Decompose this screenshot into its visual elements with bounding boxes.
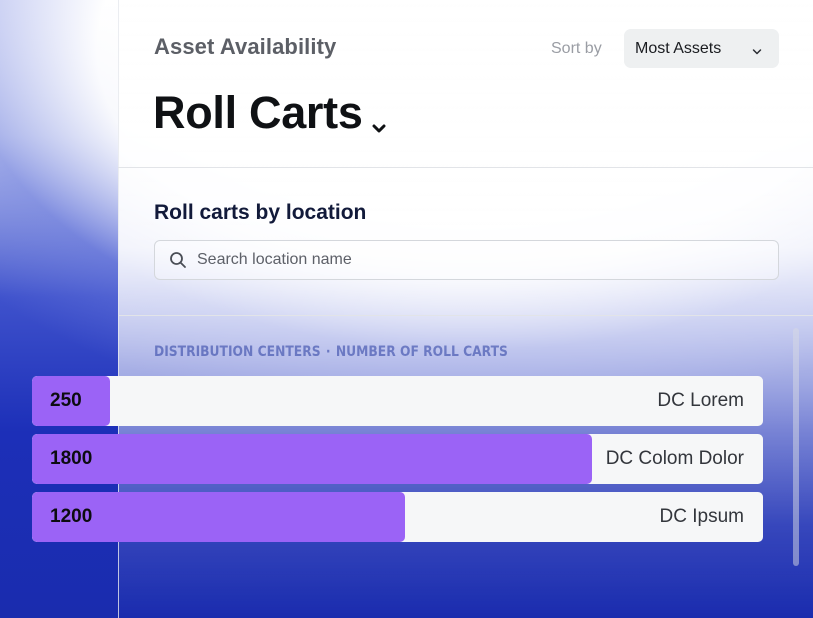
page-subtitle: Asset Availability bbox=[154, 34, 337, 59]
bar-fill bbox=[32, 376, 110, 426]
chevron-down-icon bbox=[371, 94, 387, 146]
sort-selected-value: Most Assets bbox=[635, 39, 722, 57]
sort-select[interactable]: Most Assets bbox=[624, 29, 779, 68]
header-divider bbox=[118, 167, 813, 168]
location-name: DC Ipsum bbox=[659, 506, 744, 527]
section-title: Roll carts by location bbox=[154, 201, 367, 224]
section-divider bbox=[118, 315, 813, 316]
search-box[interactable] bbox=[154, 240, 779, 280]
asset-type-dropdown[interactable]: Roll Carts bbox=[153, 80, 387, 146]
bar-fill bbox=[32, 434, 592, 484]
bar-value: 1200 bbox=[50, 506, 93, 527]
location-name: DC Colom Dolor bbox=[605, 448, 744, 469]
bar-fill bbox=[32, 492, 406, 542]
location-row[interactable]: 250 DC Lorem bbox=[32, 376, 763, 426]
search-icon bbox=[169, 251, 187, 269]
location-row[interactable]: 1200 DC Ipsum bbox=[32, 492, 763, 542]
list-column-header: DISTRIBUTION CENTERS · NUMBER OF ROLL CART… bbox=[154, 344, 508, 360]
page-title: Roll Carts bbox=[153, 87, 363, 138]
location-bar-list: 250 DC Lorem 1800 DC Colom Dolor 1200 DC… bbox=[32, 376, 763, 550]
column-header-locations: DISTRIBUTION CENTERS bbox=[154, 344, 321, 360]
sort-label: Sort by bbox=[551, 40, 602, 57]
search-input[interactable] bbox=[197, 251, 737, 269]
chevron-down-icon bbox=[752, 43, 762, 61]
location-name: DC Lorem bbox=[657, 390, 744, 411]
column-header-count: NUMBER OF ROLL CARTS bbox=[335, 344, 508, 360]
scrollbar[interactable] bbox=[793, 328, 799, 566]
bar-value: 1800 bbox=[50, 448, 93, 469]
bar-value: 250 bbox=[50, 390, 82, 411]
location-row[interactable]: 1800 DC Colom Dolor bbox=[32, 434, 763, 484]
column-header-separator: · bbox=[325, 344, 331, 360]
